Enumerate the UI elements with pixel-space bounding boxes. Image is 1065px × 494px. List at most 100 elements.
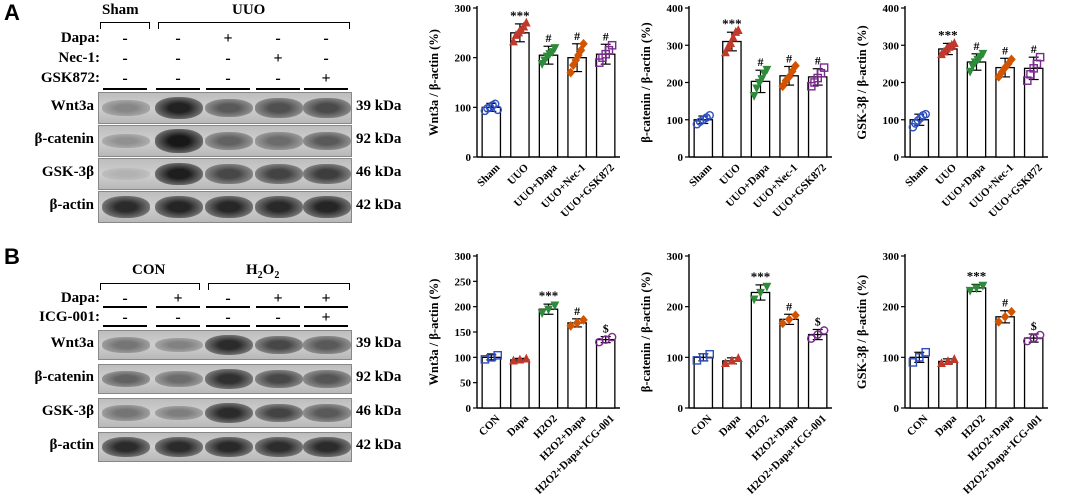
condition-sign: +	[173, 290, 183, 307]
data-point	[537, 309, 547, 318]
condition-sign: -	[225, 309, 231, 326]
x-tick-label: UUO	[933, 161, 959, 187]
blot-band	[303, 370, 351, 388]
data-point	[579, 314, 588, 325]
group-bracket-sham	[100, 22, 150, 29]
bar	[1023, 67, 1044, 158]
blot-band	[255, 163, 303, 185]
bar	[595, 338, 616, 409]
data-point	[778, 318, 787, 329]
condition-sign: -	[122, 50, 128, 67]
bar	[966, 287, 987, 409]
condition-label-dapa: Dapa:	[60, 30, 100, 46]
significance-label: ***	[510, 8, 530, 23]
blot-protein-label: β-actin	[49, 437, 94, 453]
lane-underline	[156, 325, 200, 327]
data-point	[813, 330, 822, 339]
condition-sign: -	[323, 50, 329, 67]
x-tick-label: Dapa	[505, 412, 532, 439]
blot-band	[255, 132, 303, 150]
data-point	[509, 355, 518, 365]
lane-underline	[103, 306, 147, 308]
condition-sign: -	[323, 30, 329, 47]
blot-band	[255, 369, 303, 389]
blot-band	[155, 195, 203, 219]
condition-sign: +	[273, 50, 283, 67]
data-point	[550, 44, 560, 53]
x-tick-label: UUO	[717, 161, 743, 187]
condition-sign: -	[122, 70, 128, 87]
blot-kda-label: 46 kDa	[356, 164, 402, 180]
significance-label: #	[786, 299, 792, 313]
data-point	[515, 354, 525, 364]
blot-band	[155, 96, 203, 120]
blot-protein-label: β-actin	[49, 197, 94, 213]
y-tick-label: 150	[455, 327, 472, 339]
condition-sign: -	[225, 50, 231, 67]
x-tick-label: Sham	[475, 162, 503, 190]
condition-sign: +	[273, 290, 283, 307]
y-tick-label: 300	[883, 251, 900, 263]
condition-label-nec1: Nec-1:	[58, 50, 100, 66]
lane-underline	[304, 325, 348, 327]
h2o2-text: H2O2	[246, 262, 280, 281]
data-point	[705, 110, 715, 120]
group-bracket-h2o2	[208, 283, 350, 290]
bar	[750, 291, 771, 409]
lane-underline	[206, 88, 250, 90]
condition-sign: -	[175, 70, 181, 87]
blot-band	[102, 196, 150, 218]
blot-band	[255, 403, 303, 423]
significance-label: #	[1002, 296, 1008, 310]
data-point	[493, 351, 503, 360]
y-tick-label: 100	[455, 102, 472, 114]
data-point	[579, 38, 588, 49]
blot-band	[102, 100, 150, 116]
blot-band	[255, 195, 303, 219]
blot-protein-label: Wnt3a	[50, 335, 94, 351]
x-tick-label: CON	[689, 413, 715, 439]
data-point	[733, 353, 743, 362]
condition-sign: +	[223, 30, 233, 47]
data-point	[978, 49, 988, 59]
significance-label: #	[603, 29, 609, 43]
significance-label: #	[546, 31, 552, 45]
y-tick-label: 100	[667, 352, 684, 364]
y-tick-label: 100	[883, 352, 900, 364]
significance-label: #	[974, 39, 980, 53]
data-point	[566, 67, 575, 78]
condition-sign: -	[122, 30, 128, 47]
significance-label: ***	[751, 269, 771, 284]
data-point	[544, 305, 553, 315]
blot-band	[102, 337, 150, 353]
y-axis-label: β-catenin / β-actin (%)	[639, 272, 653, 392]
y-tick-label: 200	[455, 53, 472, 65]
data-point	[572, 318, 582, 328]
bar	[567, 322, 587, 409]
blot-kda-label: 92 kDa	[356, 369, 402, 385]
lane-underline	[256, 325, 300, 327]
group-header-sham: Sham	[102, 2, 139, 18]
x-tick-label: CON	[477, 413, 503, 439]
data-point	[978, 281, 988, 291]
blot-band	[303, 163, 351, 185]
condition-sign: -	[275, 30, 281, 47]
x-tick-label: Sham	[903, 162, 931, 190]
condition-sign: -	[225, 70, 231, 87]
data-point	[576, 45, 586, 56]
blot-band	[205, 98, 253, 118]
group-bracket-uuo	[158, 22, 350, 29]
data-point	[521, 353, 531, 363]
x-tick-label: UUO	[505, 161, 531, 187]
bar	[722, 360, 742, 409]
panel-label-a: A	[4, 0, 20, 25]
data-point	[726, 38, 736, 47]
blot-band	[303, 131, 351, 151]
y-tick-label: 300	[883, 40, 900, 52]
significance-label: #	[1002, 43, 1008, 57]
data-point	[921, 347, 931, 357]
bar	[510, 32, 530, 158]
blot-band	[205, 436, 253, 458]
bar	[779, 318, 799, 409]
y-tick-label: 200	[455, 302, 472, 314]
